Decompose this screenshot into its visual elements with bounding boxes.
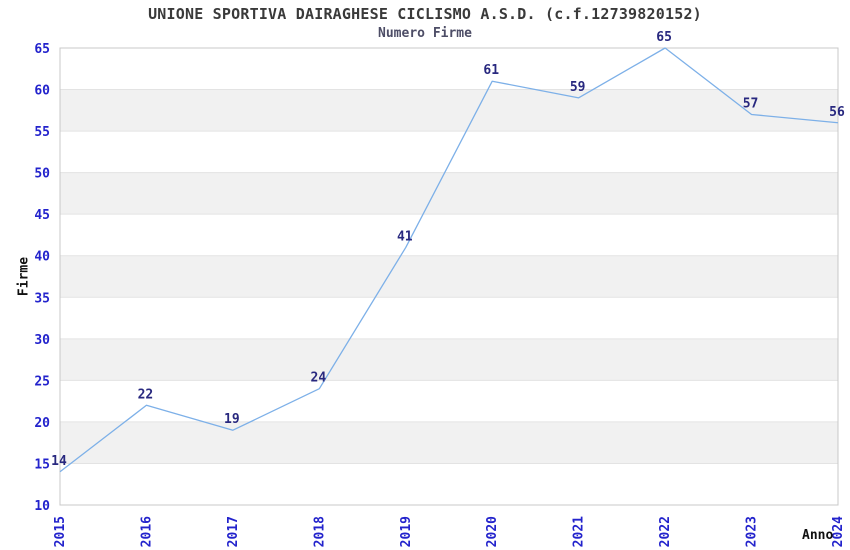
y-axis-title: Firme [16,256,32,297]
data-point-label: 22 [138,387,154,402]
data-point-label: 24 [311,371,327,386]
data-point-label: 14 [51,454,67,469]
y-tick-label: 60 [34,84,50,99]
y-tick-label: 45 [34,208,50,223]
y-tick-label: 10 [34,499,50,514]
band [60,421,838,464]
chart-subtitle: Numero Firme [378,26,472,41]
x-axis-title: Anno [802,528,834,543]
chart-title: UNIONE SPORTIVA DAIRAGHESE CICLISMO A.S.… [148,5,702,23]
x-tick-label: 2020 [485,516,500,547]
x-tick-label: 2016 [139,516,154,547]
data-point-label: 56 [829,105,845,120]
data-point-label: 61 [483,63,499,78]
x-tick-label: 2015 [53,516,68,547]
x-tick-label: 2024 [831,516,846,547]
x-tick-label: 2019 [399,516,414,547]
y-tick-label: 20 [34,416,50,431]
data-point-label: 41 [397,229,413,244]
y-tick-label: 35 [34,291,50,306]
band [60,89,838,132]
y-tick-label: 15 [34,457,50,472]
band [60,338,838,381]
data-line [59,47,839,473]
plot-frame [59,47,839,506]
x-tick-label: 2021 [572,516,587,547]
data-point-label: 57 [743,96,759,111]
x-tick-label: 2017 [226,516,241,547]
band [60,172,838,215]
y-tick-label: 30 [34,333,50,348]
x-tick-label: 2023 [745,516,760,547]
y-tick-label: 50 [34,167,50,182]
data-point-label: 19 [224,412,240,427]
x-tick-label: 2018 [312,516,327,547]
x-tick-label: 2022 [658,516,673,547]
data-point-label: 59 [570,80,586,95]
y-tick-label: 25 [34,374,50,389]
band [60,255,838,298]
y-tick-label: 55 [34,125,50,140]
y-tick-label: 65 [34,42,50,57]
data-point-label: 65 [656,30,672,45]
y-tick-label: 40 [34,250,50,265]
